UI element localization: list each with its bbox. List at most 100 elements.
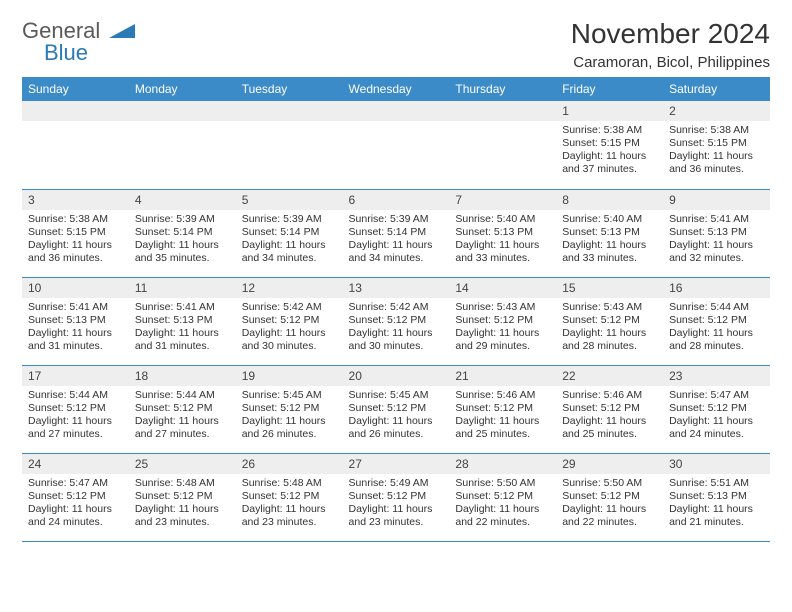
day-number: 10	[22, 278, 129, 298]
calendar-cell: 9Sunrise: 5:41 AMSunset: 5:13 PMDaylight…	[663, 189, 770, 277]
calendar-cell: 7Sunrise: 5:40 AMSunset: 5:13 PMDaylight…	[449, 189, 556, 277]
day-details: Sunrise: 5:51 AMSunset: 5:13 PMDaylight:…	[663, 474, 770, 534]
day-details: Sunrise: 5:47 AMSunset: 5:12 PMDaylight:…	[663, 386, 770, 446]
calendar-cell: 30Sunrise: 5:51 AMSunset: 5:13 PMDayligh…	[663, 453, 770, 541]
day-number-empty	[449, 101, 556, 121]
day-number: 26	[236, 454, 343, 474]
day-number: 25	[129, 454, 236, 474]
day-number: 29	[556, 454, 663, 474]
day-details: Sunrise: 5:47 AMSunset: 5:12 PMDaylight:…	[22, 474, 129, 534]
day-number: 15	[556, 278, 663, 298]
calendar-cell: 27Sunrise: 5:49 AMSunset: 5:12 PMDayligh…	[343, 453, 450, 541]
day-details: Sunrise: 5:38 AMSunset: 5:15 PMDaylight:…	[22, 210, 129, 270]
day-number: 13	[343, 278, 450, 298]
calendar-cell: 29Sunrise: 5:50 AMSunset: 5:12 PMDayligh…	[556, 453, 663, 541]
calendar-header-row: SundayMondayTuesdayWednesdayThursdayFrid…	[22, 77, 770, 101]
day-number: 23	[663, 366, 770, 386]
calendar-cell: 2Sunrise: 5:38 AMSunset: 5:15 PMDaylight…	[663, 101, 770, 189]
day-details: Sunrise: 5:48 AMSunset: 5:12 PMDaylight:…	[129, 474, 236, 534]
weekday-header: Tuesday	[236, 77, 343, 101]
day-details: Sunrise: 5:46 AMSunset: 5:12 PMDaylight:…	[556, 386, 663, 446]
calendar-week-row: 1Sunrise: 5:38 AMSunset: 5:15 PMDaylight…	[22, 101, 770, 189]
weekday-header: Wednesday	[343, 77, 450, 101]
calendar-table: SundayMondayTuesdayWednesdayThursdayFrid…	[22, 77, 770, 542]
day-number: 28	[449, 454, 556, 474]
calendar-cell: 14Sunrise: 5:43 AMSunset: 5:12 PMDayligh…	[449, 277, 556, 365]
calendar-cell-empty	[22, 101, 129, 189]
calendar-cell: 26Sunrise: 5:48 AMSunset: 5:12 PMDayligh…	[236, 453, 343, 541]
calendar-week-row: 10Sunrise: 5:41 AMSunset: 5:13 PMDayligh…	[22, 277, 770, 365]
day-number: 16	[663, 278, 770, 298]
day-details: Sunrise: 5:39 AMSunset: 5:14 PMDaylight:…	[236, 210, 343, 270]
day-details: Sunrise: 5:38 AMSunset: 5:15 PMDaylight:…	[663, 121, 770, 181]
brand-logo: General Blue	[22, 18, 135, 66]
day-details: Sunrise: 5:49 AMSunset: 5:12 PMDaylight:…	[343, 474, 450, 534]
day-details: Sunrise: 5:43 AMSunset: 5:12 PMDaylight:…	[449, 298, 556, 358]
calendar-cell-empty	[343, 101, 450, 189]
day-details: Sunrise: 5:45 AMSunset: 5:12 PMDaylight:…	[236, 386, 343, 446]
brand-triangle-icon	[109, 25, 135, 42]
day-number: 1	[556, 101, 663, 121]
day-number-empty	[22, 101, 129, 121]
day-details: Sunrise: 5:50 AMSunset: 5:12 PMDaylight:…	[449, 474, 556, 534]
calendar-cell: 6Sunrise: 5:39 AMSunset: 5:14 PMDaylight…	[343, 189, 450, 277]
day-details: Sunrise: 5:40 AMSunset: 5:13 PMDaylight:…	[449, 210, 556, 270]
day-number-empty	[129, 101, 236, 121]
calendar-cell: 11Sunrise: 5:41 AMSunset: 5:13 PMDayligh…	[129, 277, 236, 365]
brand-text-blue: Blue	[44, 40, 88, 66]
calendar-cell: 16Sunrise: 5:44 AMSunset: 5:12 PMDayligh…	[663, 277, 770, 365]
calendar-cell: 20Sunrise: 5:45 AMSunset: 5:12 PMDayligh…	[343, 365, 450, 453]
day-number: 19	[236, 366, 343, 386]
calendar-cell: 3Sunrise: 5:38 AMSunset: 5:15 PMDaylight…	[22, 189, 129, 277]
calendar-cell: 19Sunrise: 5:45 AMSunset: 5:12 PMDayligh…	[236, 365, 343, 453]
day-number: 7	[449, 190, 556, 210]
calendar-week-row: 3Sunrise: 5:38 AMSunset: 5:15 PMDaylight…	[22, 189, 770, 277]
title-block: November 2024 Caramoran, Bicol, Philippi…	[571, 18, 770, 71]
day-number: 3	[22, 190, 129, 210]
day-number: 4	[129, 190, 236, 210]
day-number: 30	[663, 454, 770, 474]
day-details: Sunrise: 5:42 AMSunset: 5:12 PMDaylight:…	[343, 298, 450, 358]
calendar-cell: 5Sunrise: 5:39 AMSunset: 5:14 PMDaylight…	[236, 189, 343, 277]
calendar-cell: 8Sunrise: 5:40 AMSunset: 5:13 PMDaylight…	[556, 189, 663, 277]
calendar-cell: 15Sunrise: 5:43 AMSunset: 5:12 PMDayligh…	[556, 277, 663, 365]
weekday-header: Thursday	[449, 77, 556, 101]
day-number-empty	[236, 101, 343, 121]
day-number: 21	[449, 366, 556, 386]
calendar-cell: 12Sunrise: 5:42 AMSunset: 5:12 PMDayligh…	[236, 277, 343, 365]
day-number: 22	[556, 366, 663, 386]
day-number: 17	[22, 366, 129, 386]
day-details: Sunrise: 5:50 AMSunset: 5:12 PMDaylight:…	[556, 474, 663, 534]
weekday-header: Friday	[556, 77, 663, 101]
day-details: Sunrise: 5:41 AMSunset: 5:13 PMDaylight:…	[22, 298, 129, 358]
day-number: 12	[236, 278, 343, 298]
calendar-cell: 23Sunrise: 5:47 AMSunset: 5:12 PMDayligh…	[663, 365, 770, 453]
day-number-empty	[343, 101, 450, 121]
day-number: 9	[663, 190, 770, 210]
day-number: 11	[129, 278, 236, 298]
calendar-cell: 21Sunrise: 5:46 AMSunset: 5:12 PMDayligh…	[449, 365, 556, 453]
calendar-cell-empty	[236, 101, 343, 189]
location-subtitle: Caramoran, Bicol, Philippines	[571, 54, 770, 71]
weekday-header: Monday	[129, 77, 236, 101]
day-details: Sunrise: 5:41 AMSunset: 5:13 PMDaylight:…	[129, 298, 236, 358]
calendar-cell: 25Sunrise: 5:48 AMSunset: 5:12 PMDayligh…	[129, 453, 236, 541]
calendar-cell: 17Sunrise: 5:44 AMSunset: 5:12 PMDayligh…	[22, 365, 129, 453]
day-details: Sunrise: 5:44 AMSunset: 5:12 PMDaylight:…	[22, 386, 129, 446]
day-number: 2	[663, 101, 770, 121]
day-number: 24	[22, 454, 129, 474]
calendar-week-row: 17Sunrise: 5:44 AMSunset: 5:12 PMDayligh…	[22, 365, 770, 453]
calendar-cell: 28Sunrise: 5:50 AMSunset: 5:12 PMDayligh…	[449, 453, 556, 541]
day-number: 5	[236, 190, 343, 210]
calendar-cell-empty	[449, 101, 556, 189]
calendar-cell: 1Sunrise: 5:38 AMSunset: 5:15 PMDaylight…	[556, 101, 663, 189]
day-details: Sunrise: 5:40 AMSunset: 5:13 PMDaylight:…	[556, 210, 663, 270]
day-details: Sunrise: 5:45 AMSunset: 5:12 PMDaylight:…	[343, 386, 450, 446]
day-details: Sunrise: 5:48 AMSunset: 5:12 PMDaylight:…	[236, 474, 343, 534]
calendar-cell: 22Sunrise: 5:46 AMSunset: 5:12 PMDayligh…	[556, 365, 663, 453]
calendar-cell: 13Sunrise: 5:42 AMSunset: 5:12 PMDayligh…	[343, 277, 450, 365]
day-number: 20	[343, 366, 450, 386]
day-details: Sunrise: 5:46 AMSunset: 5:12 PMDaylight:…	[449, 386, 556, 446]
day-details: Sunrise: 5:38 AMSunset: 5:15 PMDaylight:…	[556, 121, 663, 181]
day-details: Sunrise: 5:42 AMSunset: 5:12 PMDaylight:…	[236, 298, 343, 358]
